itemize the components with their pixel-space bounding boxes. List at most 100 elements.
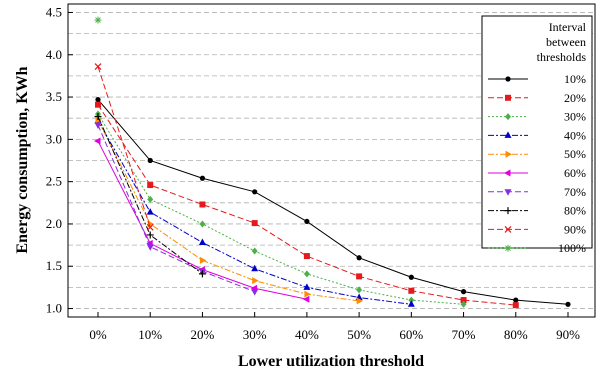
data-point [251, 220, 258, 227]
data-point [512, 302, 519, 309]
legend-label: 50% [564, 147, 586, 161]
legend-entry: 100% [488, 241, 586, 255]
data-point [147, 195, 154, 203]
legend-marker [504, 207, 512, 215]
data-point [95, 96, 101, 103]
legend-entry: 70% [488, 185, 586, 199]
legend-title-line: thresholds [537, 50, 587, 64]
data-point [94, 137, 101, 145]
series-line [97, 99, 569, 305]
data-point [252, 189, 258, 195]
data-point [95, 101, 101, 108]
data-point [198, 270, 206, 278]
x-tick-label: 0% [89, 327, 107, 342]
x-axis-title: Lower utilization threshold [238, 353, 424, 370]
y-tick-label: 4.0 [46, 47, 62, 62]
data-point [146, 244, 154, 251]
y-tick-label: 2.0 [46, 216, 62, 231]
series-20pct [95, 101, 519, 309]
data-point [199, 175, 206, 181]
legend-entry: 80% [488, 204, 586, 218]
legend-label: 60% [564, 166, 586, 180]
legend-entry: 50% [488, 147, 586, 161]
legend-marker [504, 169, 511, 177]
data-point [147, 157, 153, 164]
data-point [356, 297, 364, 305]
legend-box [481, 15, 593, 249]
legend-entry: 90% [488, 222, 586, 236]
legend-label: 70% [564, 185, 586, 199]
x-tick-label: 30% [243, 327, 267, 342]
data-point [356, 286, 363, 294]
data-point [408, 287, 415, 294]
y-axis-title: Energy consumption, KWh [14, 66, 31, 253]
series-40pct [94, 116, 415, 307]
data-point [460, 289, 467, 295]
y-tick-label: 3.5 [46, 89, 62, 104]
legend-marker [505, 76, 511, 82]
series-line [97, 104, 516, 306]
series-60pct [94, 137, 310, 303]
legend-label: 80% [564, 204, 586, 218]
data-point [199, 256, 207, 264]
data-point [147, 182, 154, 189]
data-point [199, 220, 206, 228]
legend-marker [505, 113, 511, 121]
series-100pct [94, 16, 102, 24]
data-point [356, 255, 362, 261]
data-point [94, 122, 102, 129]
data-point [146, 231, 154, 239]
x-tick-label: 50% [347, 327, 371, 342]
y-tick-label: 3.0 [46, 131, 62, 146]
series-30pct [95, 110, 467, 308]
data-point [251, 247, 258, 255]
data-point [408, 296, 415, 304]
series-90pct [94, 63, 154, 231]
data-point [146, 208, 154, 215]
data-point [304, 218, 310, 225]
y-tick-label: 4.5 [46, 4, 62, 19]
legend-marker [504, 225, 512, 233]
legend-marker [505, 94, 511, 101]
data-point [303, 253, 310, 260]
data-point [94, 16, 102, 24]
axis-ticks: 1.0 1.5 2.0 2.5 3.0 3.5 4.0 4.5 0% 10% 20% 30% 40% 50… [46, 4, 580, 342]
data-point [198, 238, 206, 246]
data-point [565, 301, 571, 307]
legend-label: 100% [558, 241, 586, 255]
legend-entry: 10% [488, 72, 586, 86]
legend-entry: 40% [488, 128, 586, 142]
data-point [356, 273, 363, 280]
legend-title-line: between [546, 35, 586, 49]
y-tick-label: 1.0 [46, 301, 62, 316]
x-tick-label: 20% [191, 327, 215, 342]
data-point [303, 270, 310, 278]
data-point [303, 283, 311, 290]
data-point [408, 274, 414, 280]
legend-entry: 30% [488, 110, 586, 124]
legend-entry: 20% [488, 91, 586, 105]
data-point [146, 223, 154, 231]
data-point [302, 295, 310, 303]
data-point [304, 290, 311, 298]
legend-label: 40% [564, 128, 586, 142]
data-point [251, 264, 259, 272]
data-point [94, 113, 102, 121]
legend-label: 90% [564, 222, 586, 236]
series-line [97, 113, 464, 305]
legend-marker [504, 131, 512, 138]
series-10pct [95, 96, 571, 307]
legend-label: 20% [564, 91, 586, 105]
x-tick-label: 70% [452, 327, 476, 342]
legend-entry: 60% [488, 166, 586, 180]
legend-marker [505, 150, 512, 158]
series-line [97, 119, 360, 302]
x-tick-label: 10% [138, 327, 162, 342]
series-line [97, 66, 151, 228]
data-point [460, 297, 467, 304]
data-point [251, 289, 259, 296]
series-50pct [95, 116, 364, 305]
data-point [199, 201, 206, 208]
